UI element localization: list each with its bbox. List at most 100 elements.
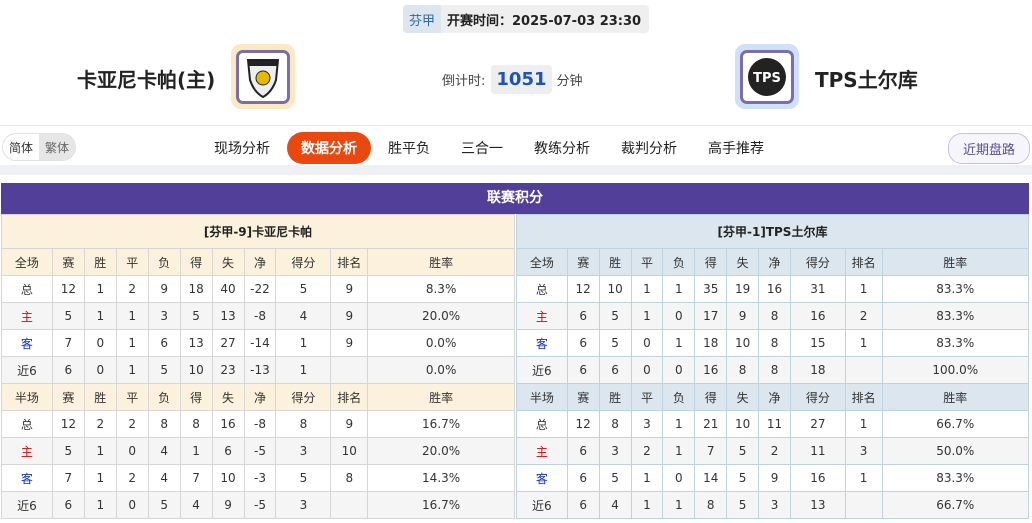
away-standings-table: [芬甲-1]TPS土尔库 全场赛胜平负得失净得分 排名 胜率总 12 10 1 1 35 19 16… [516,214,1030,519]
standings-title: 联赛积分 [1,183,1029,214]
table-cell: 16.7% [367,491,515,519]
table-cell: 12 [566,410,600,438]
table-cell: 10 [179,356,213,384]
column-header: 净 [243,383,277,411]
table-cell: 近6 [1,356,53,384]
table-cell: -8 [243,302,277,330]
table-row: 总 12 2 2 8 8 16 -8 8 9 16.7% [1,410,515,438]
column-header: 胜 [598,248,632,276]
tab-4[interactable]: 教练分析 [534,141,590,157]
table-cell: 8 [758,356,791,384]
countdown-value: 1051 [491,65,552,94]
svg-text:TPS: TPS [753,71,781,86]
table-cell: 1 [83,275,117,303]
table-cell: 3 [758,491,791,519]
column-header: 失 [211,248,245,276]
table-cell: 5 [179,302,213,330]
column-header-row: 半场赛胜平负得失净得分 排名 胜率 [1,383,515,411]
lang-simplified[interactable]: 简体 [9,140,34,155]
table-cell: 0 [115,491,149,519]
table-cell: 0.0% [367,329,515,357]
column-header: 排名 [844,248,883,276]
table-cell: 8 [275,410,332,438]
table-cell: 16 [211,410,245,438]
table-cell: 8 [726,356,760,384]
table-cell: 5 [598,329,632,357]
table-cell: 12 [51,410,85,438]
column-header: 赛 [566,383,600,411]
table-cell: 12 [566,275,600,303]
table-cell: 5 [147,491,181,519]
league-label[interactable]: 芬甲 [403,5,442,33]
table-row: 总 12 8 3 1 21 10 11 27 1 66.7% [516,410,1030,438]
table-cell: 1 [83,437,117,465]
team-rank-header: [芬甲-9]卡亚尼卡帕 [1,214,515,249]
table-cell: 14.3% [367,464,515,492]
table-row: 近6 6 1 0 5 4 9 -5 3 16.7% [1,491,515,519]
table-cell: 2 [83,410,117,438]
table-cell: 18 [789,356,846,384]
table-cell: 近6 [516,356,568,384]
table-cell: 1 [115,302,149,330]
table-cell: 近6 [1,491,53,519]
tab-5[interactable]: 裁判分析 [621,141,677,157]
lang-traditional[interactable]: 繁体 [39,134,76,160]
table-cell: -22 [243,275,277,303]
table-cell: 10 [211,464,245,492]
table-cell: 11 [758,410,791,438]
tab-2[interactable]: 胜平负 [388,141,430,157]
column-header: 失 [726,248,760,276]
column-header: 排名 [844,383,883,411]
column-header-row: 全场赛胜平负得失净得分 排名 胜率 [516,248,1030,276]
column-header: 得 [179,248,213,276]
table-cell: 总 [516,275,568,303]
table-cell: 16 [789,464,846,492]
language-toggle[interactable]: 简体 繁体 [2,133,77,161]
table-cell: 6 [51,356,85,384]
table-cell: 10 [330,437,369,465]
table-row: 主 6 3 2 1 7 5 2 11 3 50.0% [516,437,1030,465]
table-cell: 1 [630,464,664,492]
table-cell: 6 [51,491,85,519]
table-cell: 2 [115,275,149,303]
table-cell: 2 [844,302,883,330]
away-team-logo[interactable]: TPS [735,44,799,109]
table-cell: 3 [147,302,181,330]
recent-handicap-button[interactable]: 近期盘路 [948,133,1031,164]
table-cell: 客 [516,329,568,357]
column-header: 得分 [789,248,846,276]
table-row: 客 6 5 0 1 18 10 8 15 1 83.3% [516,329,1030,357]
table-cell: 3 [275,437,332,465]
table-cell: 17 [694,302,728,330]
table-cell: 0 [662,464,696,492]
shield-icon [246,58,280,98]
table-cell: 6 [598,356,632,384]
column-header: 赛 [51,248,85,276]
home-team-name[interactable]: 卡亚尼卡帕(主) [77,68,216,92]
table-cell: 5 [726,464,760,492]
table-row: 主 6 5 1 0 17 9 8 16 2 83.3% [516,302,1030,330]
column-header: 平 [630,248,664,276]
countdown: 倒计时: 1051 分钟 [442,65,583,94]
table-cell: 83.3% [881,464,1030,492]
table-cell: 10 [726,410,760,438]
table-cell: 8 [758,302,791,330]
tab-1[interactable]: 数据分析 [287,132,371,164]
table-cell: 1 [844,464,883,492]
table-cell: 5 [726,491,760,519]
away-team-name[interactable]: TPS土尔库 [815,68,918,92]
table-cell [844,491,883,519]
column-header-row: 半场赛胜平负得失净得分 排名 胜率 [516,383,1030,411]
column-header: 负 [147,248,181,276]
home-team-logo[interactable] [231,44,295,109]
table-cell: 8 [694,491,728,519]
table-cell: 6 [147,329,181,357]
table-cell: 6 [566,491,600,519]
table-cell: 5 [51,437,85,465]
tab-3[interactable]: 三合一 [461,141,503,157]
tab-0[interactable]: 现场分析 [214,141,270,157]
table-cell: 1 [275,356,332,384]
table-cell: 3 [630,410,664,438]
table-row: 近6 6 0 1 5 10 23 -13 1 0.0% [1,356,515,384]
tab-6[interactable]: 高手推荐 [708,141,764,157]
